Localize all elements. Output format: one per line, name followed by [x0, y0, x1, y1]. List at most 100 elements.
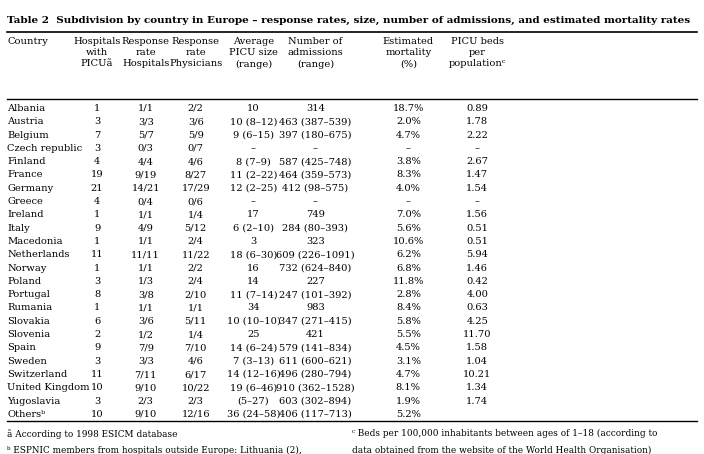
Text: 5.2%: 5.2%: [396, 410, 421, 419]
Text: Table 2  Subdivision by country in Europe – response rates, size, number of admi: Table 2 Subdivision by country in Europe…: [7, 16, 690, 25]
Text: Norway: Norway: [7, 264, 46, 272]
Text: 18.7%: 18.7%: [393, 104, 424, 113]
Text: 11: 11: [91, 370, 103, 379]
Text: 1.34: 1.34: [466, 383, 489, 392]
Text: 4.7%: 4.7%: [396, 131, 421, 139]
Text: 1.54: 1.54: [466, 184, 489, 193]
Text: 3: 3: [94, 357, 100, 366]
Text: 1/1: 1/1: [138, 264, 153, 272]
Text: 10 (10–10): 10 (10–10): [227, 317, 280, 326]
Text: 2.8%: 2.8%: [396, 290, 421, 299]
Text: 421: 421: [306, 330, 325, 339]
Text: 34: 34: [247, 303, 260, 312]
Text: 8.1%: 8.1%: [396, 383, 421, 392]
Text: 1.58: 1.58: [466, 343, 489, 352]
Text: 36 (24–58): 36 (24–58): [227, 410, 280, 419]
Text: 11/11: 11/11: [131, 250, 161, 259]
Text: 314: 314: [306, 104, 325, 113]
Text: 8.3%: 8.3%: [396, 170, 421, 179]
Text: 4.5%: 4.5%: [396, 343, 421, 352]
Text: 3: 3: [94, 144, 100, 153]
Text: 14: 14: [247, 277, 260, 286]
Text: Switzerland: Switzerland: [7, 370, 68, 379]
Text: Greece: Greece: [7, 197, 43, 206]
Text: 1: 1: [94, 264, 101, 272]
Text: 7/9: 7/9: [138, 343, 153, 352]
Text: 496 (280–794): 496 (280–794): [279, 370, 351, 379]
Text: 2/2: 2/2: [188, 104, 203, 113]
Text: 7/10: 7/10: [184, 343, 207, 352]
Text: PICU beds
per
populationᶜ: PICU beds per populationᶜ: [448, 37, 506, 69]
Text: 1.78: 1.78: [466, 117, 489, 126]
Text: 4.0%: 4.0%: [396, 184, 421, 193]
Text: 4/6: 4/6: [188, 357, 203, 366]
Text: Macedonia: Macedonia: [7, 237, 63, 246]
Text: 0/7: 0/7: [188, 144, 203, 153]
Text: 8.4%: 8.4%: [396, 303, 421, 312]
Text: 0/4: 0/4: [138, 197, 153, 206]
Text: 6: 6: [94, 317, 100, 326]
Text: 9/10: 9/10: [134, 410, 157, 419]
Text: 2/10: 2/10: [184, 290, 207, 299]
Text: 579 (141–834): 579 (141–834): [279, 343, 352, 352]
Text: 9: 9: [94, 343, 100, 352]
Text: 6/17: 6/17: [184, 370, 207, 379]
Text: 397 (180–675): 397 (180–675): [279, 131, 352, 139]
Text: Italy: Italy: [7, 224, 30, 233]
Text: 2/3: 2/3: [138, 397, 153, 405]
Text: 4.25: 4.25: [466, 317, 489, 326]
Text: 603 (302–894): 603 (302–894): [279, 397, 351, 405]
Text: 1.46: 1.46: [466, 264, 489, 272]
Text: 284 (80–393): 284 (80–393): [282, 224, 348, 233]
Text: 4.7%: 4.7%: [396, 370, 421, 379]
Text: 3: 3: [94, 117, 100, 126]
Text: 10.21: 10.21: [463, 370, 491, 379]
Text: 5/12: 5/12: [184, 224, 207, 233]
Text: 2: 2: [94, 330, 100, 339]
Text: –: –: [474, 144, 480, 153]
Text: Yugoslavia: Yugoslavia: [7, 397, 61, 405]
Text: 10/22: 10/22: [182, 383, 210, 392]
Text: 412 (98–575): 412 (98–575): [282, 184, 348, 193]
Text: 21: 21: [91, 184, 103, 193]
Text: 0/3: 0/3: [138, 144, 153, 153]
Text: 1/1: 1/1: [138, 104, 153, 113]
Text: –: –: [474, 197, 480, 206]
Text: 5/7: 5/7: [138, 131, 153, 139]
Text: Spain: Spain: [7, 343, 36, 352]
Text: 1.56: 1.56: [466, 210, 489, 219]
Text: 7.0%: 7.0%: [396, 210, 421, 219]
Text: 1/2: 1/2: [138, 330, 153, 339]
Text: –: –: [251, 144, 256, 153]
Text: France: France: [7, 170, 42, 179]
Text: 0.51: 0.51: [466, 237, 489, 246]
Text: 609 (226–1091): 609 (226–1091): [276, 250, 355, 259]
Text: Sweden: Sweden: [7, 357, 47, 366]
Text: Slovakia: Slovakia: [7, 317, 50, 326]
Text: 247 (101–392): 247 (101–392): [279, 290, 352, 299]
Text: 6.8%: 6.8%: [396, 264, 421, 272]
Text: Slovenia: Slovenia: [7, 330, 50, 339]
Text: 3: 3: [251, 237, 256, 246]
Text: 14 (12–16): 14 (12–16): [227, 370, 280, 379]
Text: 227: 227: [306, 277, 325, 286]
Text: 1/4: 1/4: [188, 330, 203, 339]
Text: 1/3: 1/3: [138, 277, 153, 286]
Text: 19: 19: [91, 170, 103, 179]
Text: ᶜ Beds per 100,000 inhabitants between ages of 1–18 (according to: ᶜ Beds per 100,000 inhabitants between a…: [352, 429, 658, 438]
Text: 1/1: 1/1: [188, 303, 203, 312]
Text: 5.5%: 5.5%: [396, 330, 421, 339]
Text: 8 (7–9): 8 (7–9): [236, 157, 271, 166]
Text: 7/11: 7/11: [134, 370, 157, 379]
Text: 8: 8: [94, 290, 100, 299]
Text: 10: 10: [91, 410, 103, 419]
Text: 7: 7: [94, 131, 101, 139]
Text: Hospitals
with
PICUã: Hospitals with PICUã: [73, 37, 121, 69]
Text: 1.04: 1.04: [466, 357, 489, 366]
Text: ã According to 1998 ESICM database: ã According to 1998 ESICM database: [7, 429, 177, 439]
Text: 11: 11: [91, 250, 103, 259]
Text: 18 (6–30): 18 (6–30): [230, 250, 277, 259]
Text: Country: Country: [7, 37, 48, 46]
Text: 6.2%: 6.2%: [396, 250, 421, 259]
Text: 3.1%: 3.1%: [396, 357, 421, 366]
